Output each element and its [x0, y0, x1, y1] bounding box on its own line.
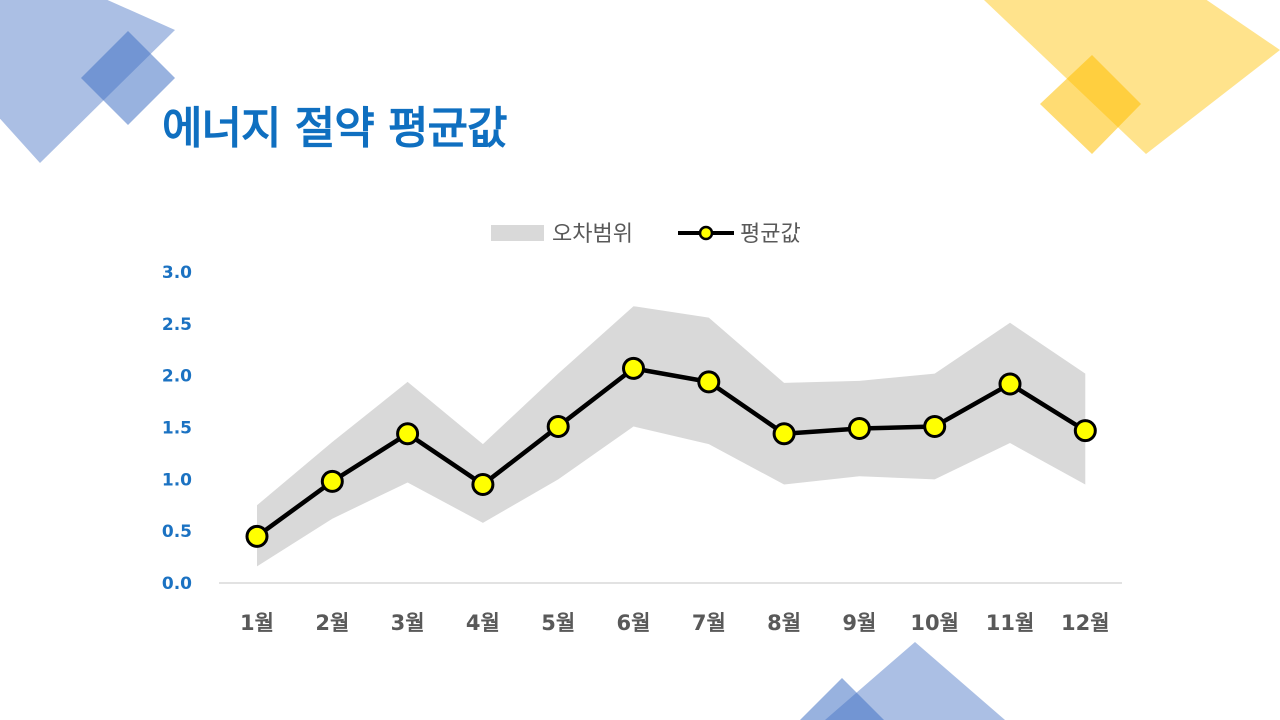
- y-tick-label: 3.0: [162, 263, 192, 283]
- x-tick-label: 4월: [466, 611, 500, 635]
- x-tick-label: 1월: [240, 611, 274, 635]
- page-title: 에너지 절약 평균값: [162, 103, 507, 154]
- mean-point-marker: [923, 414, 947, 438]
- legend: 오차범위 평균값: [491, 222, 801, 247]
- x-tick-label: 5월: [541, 611, 575, 635]
- mean-series-line: [255, 366, 1087, 539]
- x-tick-label: 7월: [692, 611, 726, 635]
- x-tick-label: 2월: [315, 611, 349, 635]
- legend-band-swatch: [491, 225, 544, 241]
- x-axis-ticks: 1월 2월 3월 4월 5월 6월 7월 8월 9월 10월 11월 12월: [240, 611, 1110, 635]
- decor-blue-diamond-small: [81, 31, 175, 125]
- x-tick-label: 12월: [1061, 611, 1110, 635]
- decor-yellow-diamond-small: [1040, 55, 1141, 154]
- y-tick-label: 1.5: [162, 419, 192, 439]
- mean-point-marker: [998, 372, 1022, 396]
- y-axis-ticks: 0.0 0.5 1.0 1.5 2.0 2.5 3.0: [162, 263, 192, 594]
- error-band-area: [257, 306, 1086, 567]
- mean-point-marker: [396, 422, 420, 446]
- decor-blue-diamond-bottom-small: [800, 678, 884, 720]
- mean-point-marker: [847, 417, 871, 441]
- y-tick-label: 1.0: [162, 470, 192, 490]
- mean-point-marker: [1073, 419, 1097, 443]
- mean-point-marker: [471, 473, 495, 497]
- y-tick-label: 2.0: [162, 367, 192, 387]
- mean-series-markers: [245, 356, 1097, 548]
- x-tick-label: 6월: [617, 611, 651, 635]
- mean-point-marker: [622, 356, 645, 380]
- legend-marker-swatch: [698, 225, 714, 241]
- mean-point-marker: [245, 524, 269, 548]
- legend-label-mean: 평균값: [740, 222, 801, 247]
- mean-point-marker: [320, 469, 344, 493]
- legend-label-error-band: 오차범위: [552, 222, 633, 247]
- y-tick-label: 0.5: [162, 522, 192, 542]
- x-tick-label: 9월: [842, 611, 876, 635]
- decor-blue-diamond-bottom-large: [825, 642, 1005, 720]
- x-tick-label: 8월: [767, 611, 801, 635]
- x-tick-label: 11월: [986, 611, 1035, 635]
- mean-point-marker: [772, 422, 796, 446]
- y-tick-label: 0.0: [162, 574, 192, 594]
- mean-point-marker: [697, 370, 721, 394]
- x-tick-label: 3월: [391, 611, 425, 635]
- x-tick-label: 10월: [910, 611, 959, 635]
- y-tick-label: 2.5: [162, 315, 192, 335]
- mean-point-marker: [546, 414, 570, 438]
- decor-yellow-diamond-large: [984, 0, 1280, 154]
